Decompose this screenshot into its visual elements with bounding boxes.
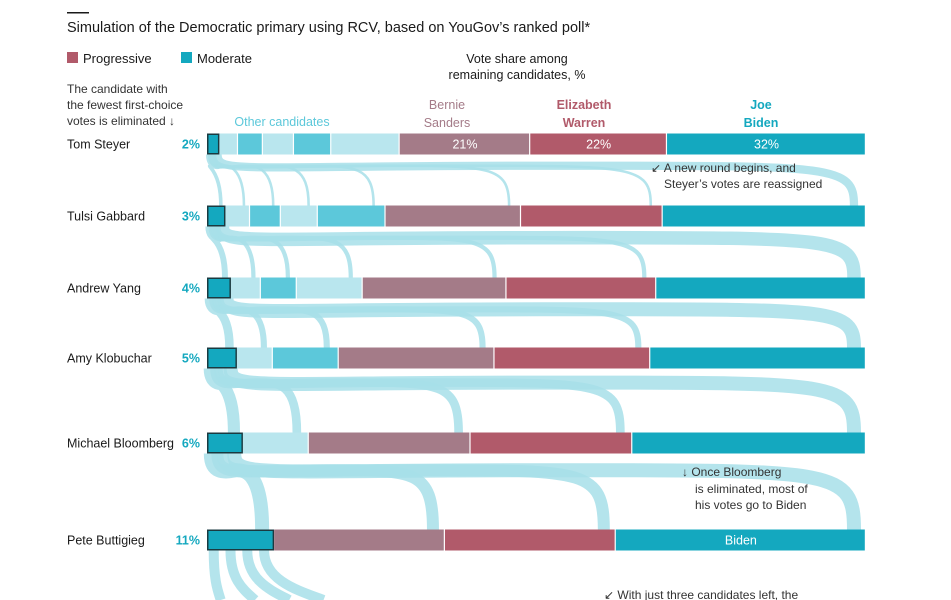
eliminated-segment-outline bbox=[207, 529, 275, 551]
bar-segment bbox=[242, 432, 308, 454]
bar-segment bbox=[230, 277, 260, 299]
bar-segment bbox=[506, 277, 656, 299]
flow-band bbox=[223, 368, 861, 433]
flow-band bbox=[242, 550, 292, 600]
candidate-label: Amy Klobuchar bbox=[67, 352, 152, 366]
warren-label-2: Warren bbox=[563, 116, 606, 130]
bar-segment bbox=[338, 347, 494, 369]
annotation-three-left: ↙ With just three candidates left, the bbox=[604, 588, 798, 600]
candidate-label: Michael Bloomberg bbox=[67, 437, 174, 451]
vote-share-label-2: remaining candidates, % bbox=[449, 68, 586, 82]
eliminated-segment-outline bbox=[207, 277, 231, 299]
bernie-label-2: Sanders bbox=[424, 116, 471, 130]
candidate-label: Andrew Yang bbox=[67, 282, 141, 296]
flow-band bbox=[213, 154, 859, 206]
flow-band bbox=[215, 226, 861, 278]
eliminated-share-label: 5% bbox=[182, 352, 200, 366]
bar-segment bbox=[331, 133, 399, 155]
bar-value-label: 22% bbox=[586, 138, 611, 152]
flow-layer bbox=[203, 154, 861, 600]
bar-segment bbox=[260, 277, 296, 299]
bar-segment bbox=[317, 205, 385, 227]
eliminated-segment-outline bbox=[207, 205, 226, 227]
eliminated-segment bbox=[207, 133, 219, 155]
bar-layer: 21% 22% 32% Biden bbox=[207, 133, 865, 551]
flow-band bbox=[208, 550, 226, 600]
bar-segment bbox=[262, 133, 293, 155]
biden-label-1: Joe bbox=[750, 98, 772, 112]
bar-segment bbox=[444, 529, 615, 551]
eliminated-note-3: votes is eliminated ↓ bbox=[67, 114, 175, 128]
annotation-new-round-2: Steyer’s votes are reassigned bbox=[664, 177, 822, 191]
warren-label-1: Elizabeth bbox=[557, 98, 612, 112]
bar-segment bbox=[294, 133, 331, 155]
bar-segment bbox=[225, 205, 249, 227]
vote-share-label-1: Vote share among bbox=[466, 52, 568, 66]
candidate-label: Pete Buttigieg bbox=[67, 534, 145, 548]
eliminated-segment bbox=[207, 347, 236, 369]
candidate-label: Tom Steyer bbox=[67, 138, 130, 152]
bar-segment bbox=[250, 205, 280, 227]
annotation-bloomberg-1: ↓ Once Bloomberg bbox=[682, 465, 781, 479]
row-label-layer: Tom Steyer 2% Tulsi Gabbard 3% Andrew Yang 4%… bbox=[67, 138, 200, 548]
bar-segment bbox=[272, 347, 338, 369]
bar-segment bbox=[399, 133, 530, 155]
bar-segment bbox=[530, 133, 666, 155]
bar-segment bbox=[650, 347, 865, 369]
flow-band bbox=[259, 550, 326, 600]
bar-value-label: 32% bbox=[754, 138, 779, 152]
bar-segment bbox=[280, 205, 317, 227]
chart-title: Simulation of the Democratic primary usi… bbox=[67, 20, 590, 36]
legend-swatch-progressive bbox=[67, 52, 78, 63]
bar-segment bbox=[238, 133, 262, 155]
bar-segment bbox=[615, 529, 865, 551]
bar-segment bbox=[385, 205, 520, 227]
bar-segment bbox=[662, 205, 865, 227]
eliminated-share-label: 4% bbox=[182, 282, 200, 296]
eliminated-segment-outline bbox=[207, 432, 243, 454]
bar-value-label: Biden bbox=[725, 534, 757, 548]
bar-segment bbox=[308, 432, 470, 454]
eliminated-segment bbox=[207, 432, 242, 454]
biden-label-2: Biden bbox=[744, 116, 779, 130]
other-candidates-label: Other candidates bbox=[234, 115, 329, 129]
flow-band bbox=[227, 453, 861, 530]
eliminated-segment bbox=[207, 529, 273, 551]
bar-segment bbox=[667, 133, 865, 155]
eliminated-share-label: 2% bbox=[182, 138, 200, 152]
bar-segment bbox=[236, 347, 272, 369]
bar-segment bbox=[494, 347, 650, 369]
eliminated-segment bbox=[207, 205, 225, 227]
bar-segment bbox=[632, 432, 865, 454]
eliminated-share-label: 11% bbox=[176, 534, 200, 548]
bernie-label-1: Bernie bbox=[429, 98, 465, 112]
annotation-bloomberg-3: his votes go to Biden bbox=[695, 498, 806, 512]
legend-swatch-moderate bbox=[181, 52, 192, 63]
eliminated-segment-outline bbox=[207, 347, 237, 369]
annotation-new-round-1: ↙ A new round begins, and bbox=[651, 161, 796, 175]
bar-segment bbox=[219, 133, 237, 155]
eliminated-share-label: 6% bbox=[182, 437, 200, 451]
bar-segment bbox=[470, 432, 632, 454]
flow-band bbox=[219, 298, 861, 348]
eliminated-note-1: The candidate with bbox=[67, 82, 168, 96]
flow-band bbox=[225, 550, 259, 600]
legend-label-moderate: Moderate bbox=[197, 51, 252, 66]
eliminated-segment bbox=[207, 277, 230, 299]
annotation-bloomberg-2: is eliminated, most of bbox=[695, 482, 808, 496]
bar-segment bbox=[521, 205, 662, 227]
bar-segment bbox=[656, 277, 865, 299]
legend-label-progressive: Progressive bbox=[83, 51, 152, 66]
bar-segment bbox=[362, 277, 506, 299]
title-rule bbox=[67, 12, 89, 14]
eliminated-share-label: 3% bbox=[182, 210, 200, 224]
candidate-label: Tulsi Gabbard bbox=[67, 210, 145, 224]
bar-segment bbox=[274, 529, 444, 551]
eliminated-note-2: the fewest first-choice bbox=[67, 98, 183, 112]
bar-value-label: 21% bbox=[452, 138, 477, 152]
bar-segment bbox=[296, 277, 362, 299]
eliminated-segment-outline bbox=[207, 133, 220, 155]
